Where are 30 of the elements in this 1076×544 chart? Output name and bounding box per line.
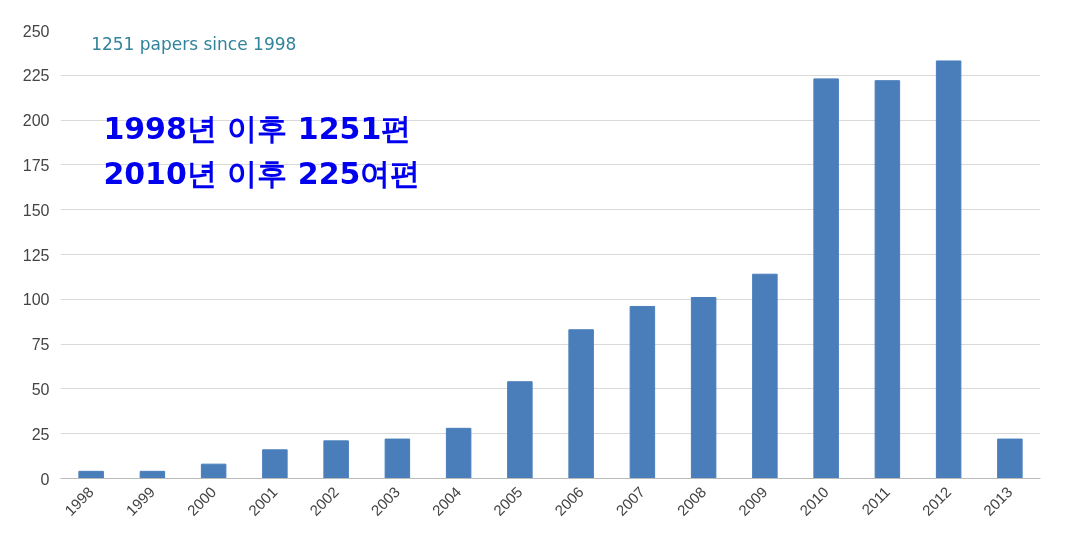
bar <box>323 440 349 479</box>
bar <box>507 381 533 479</box>
annotation: 2010년 이후 225여편 <box>103 155 421 191</box>
bar <box>200 463 227 479</box>
bar <box>629 305 656 479</box>
bar <box>139 470 166 479</box>
bar <box>690 297 717 479</box>
bar <box>262 449 288 479</box>
bar <box>752 273 778 479</box>
y-tick-label: 0 <box>40 470 50 488</box>
annotation: 1251 papers since 1998 <box>91 34 297 55</box>
bar <box>813 78 839 479</box>
bar <box>935 60 962 479</box>
bar <box>874 80 901 479</box>
y-tick-label: 225 <box>22 67 50 85</box>
annotation: 1998년 이후 1251편 <box>103 111 412 147</box>
y-tick-label: 200 <box>22 112 50 130</box>
bar <box>997 438 1023 479</box>
bar <box>384 438 411 479</box>
y-tick-label: 50 <box>31 380 50 398</box>
y-tick-label: 100 <box>22 291 50 309</box>
bar <box>445 427 472 479</box>
y-tick-label: 25 <box>31 425 50 443</box>
y-tick-label: 250 <box>22 22 50 40</box>
y-tick-label: 150 <box>22 201 50 219</box>
bar <box>78 470 104 479</box>
bar <box>568 329 594 479</box>
y-tick-label: 175 <box>22 156 50 174</box>
y-tick-label: 75 <box>31 336 50 354</box>
y-tick-label: 125 <box>22 246 50 264</box>
